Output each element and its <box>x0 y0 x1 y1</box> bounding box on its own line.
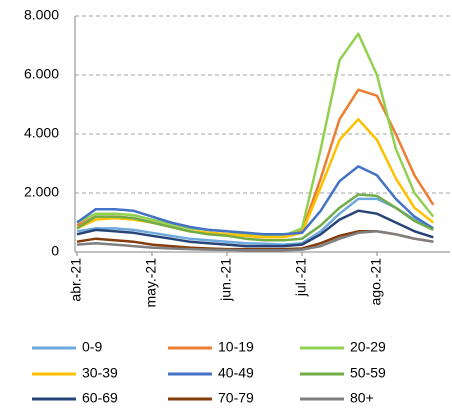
legend-label: 70-79 <box>218 390 254 406</box>
legend-label: 80+ <box>350 390 374 406</box>
y-tick-label: 0 <box>51 243 59 259</box>
legend-label: 50-59 <box>350 365 386 381</box>
legend-label: 30-39 <box>82 365 118 381</box>
series-line <box>76 193 434 242</box>
y-tick-label: 2.000 <box>24 184 59 200</box>
legend-label: 20-29 <box>350 339 386 355</box>
legend-label: 0-9 <box>82 339 102 355</box>
series-line <box>76 197 434 246</box>
y-tick-label: 8.000 <box>24 7 59 23</box>
x-tick-label: ago.-21 <box>368 258 384 306</box>
series-line <box>76 209 434 248</box>
series-line <box>76 165 434 236</box>
y-tick-label: 6.000 <box>24 66 59 82</box>
series-line <box>76 32 435 238</box>
legend-label: 40-49 <box>218 365 254 381</box>
x-tick-label: jun.-21 <box>218 258 234 302</box>
legend-label: 10-19 <box>218 339 254 355</box>
x-tick-label: may.-21 <box>143 258 159 308</box>
x-tick-label: jul.-21 <box>293 258 309 297</box>
x-tick-label: abr.-21 <box>68 258 84 302</box>
series-line <box>76 230 434 252</box>
legend-label: 60-69 <box>82 390 118 406</box>
y-tick-label: 4.000 <box>24 125 59 141</box>
